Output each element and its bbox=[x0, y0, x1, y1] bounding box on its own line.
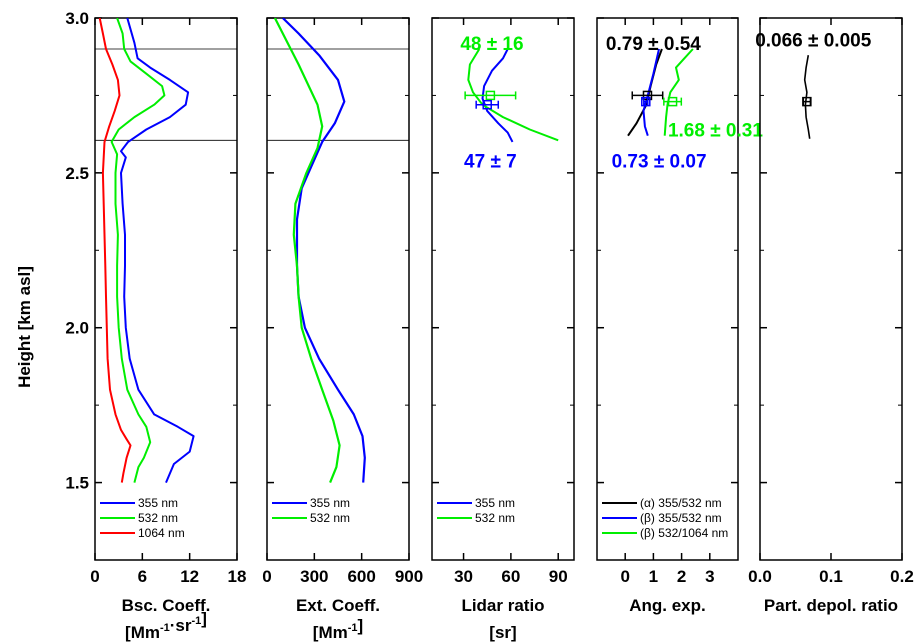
x-tick-label: 18 bbox=[228, 567, 247, 586]
series-line-bsc-2 bbox=[98, 18, 132, 483]
legend-label: 355 nm bbox=[475, 496, 515, 510]
plot-frame bbox=[596, 17, 739, 561]
legend-angexp: (α) 355/532 nm(β) 355/532 nm(β) 532/1064… bbox=[602, 496, 728, 540]
x-tick-label: 2 bbox=[677, 567, 686, 586]
panel-angexp: 0 1 2 3 Ang. exp. 0.79 ± 0.54 1.68 ± 0.31 0.73 … bbox=[596, 17, 763, 615]
y-tick-label: 1.5 bbox=[65, 474, 89, 493]
series-line-angexp-2 bbox=[663, 48, 694, 136]
series-line-angexp-1 bbox=[642, 48, 660, 136]
x-tick-label: 0 bbox=[262, 567, 271, 586]
x-tick-label: 300 bbox=[300, 567, 328, 586]
errorbar-marker bbox=[482, 99, 492, 110]
x-tick-label: 0.2 bbox=[890, 567, 914, 586]
legend-label: (β) 532/1064 nm bbox=[640, 526, 728, 540]
x-tick-label: 600 bbox=[347, 567, 375, 586]
legend-label: 532 nm bbox=[310, 511, 350, 525]
value-annotation: 0.79 ± 0.54 bbox=[606, 34, 701, 55]
x-axis-unit: [sr] bbox=[489, 623, 516, 642]
errorbar-marker bbox=[667, 96, 678, 107]
value-annotation: 47 ± 7 bbox=[464, 151, 517, 172]
plot-frame bbox=[759, 17, 903, 561]
value-annotation: 1.68 ± 0.31 bbox=[668, 120, 763, 141]
x-tick-label: 3 bbox=[705, 567, 714, 586]
value-annotation: 48 ± 16 bbox=[460, 34, 523, 55]
panel-depol: 0.0 0.1 0.2 Part. depol. ratio 0.066 ± 0.005 bbox=[748, 17, 914, 615]
errorbar-marker bbox=[802, 96, 812, 107]
x-axis-label: Bsc. Coeff. bbox=[122, 596, 211, 615]
x-axis-unit: [Mm-1] bbox=[313, 616, 363, 642]
errorbar bbox=[802, 96, 812, 107]
x-tick-label: 90 bbox=[549, 567, 568, 586]
legend-label: 532 nm bbox=[138, 511, 178, 525]
series-line-bsc-1 bbox=[110, 18, 166, 483]
y-axis-label: Height [km asl] bbox=[15, 266, 34, 388]
x-axis-unit: [Mm-1·sr-1] bbox=[125, 609, 207, 642]
series-line-ext-0 bbox=[282, 18, 366, 483]
series-line-ext-1 bbox=[273, 18, 341, 484]
x-axis-label: Lidar ratio bbox=[461, 596, 544, 615]
errorbar bbox=[663, 96, 683, 107]
x-tick-label: 0 bbox=[90, 567, 99, 586]
panels-group: 1.5 2.0 2.5 3.0 0 6 12 18 Bsc. Coeff.[Mm-1·sr-1]… bbox=[65, 9, 913, 642]
y-tick-label: 3.0 bbox=[65, 9, 89, 28]
value-annotation: 0.73 ± 0.07 bbox=[612, 151, 707, 172]
x-tick-label: 60 bbox=[501, 567, 520, 586]
plot-frame bbox=[94, 17, 238, 561]
series-line-depol-0 bbox=[803, 55, 811, 139]
errorbar-marker bbox=[485, 90, 496, 101]
legend-label: (β) 355/532 nm bbox=[640, 511, 722, 525]
series-line-lidar-1 bbox=[467, 48, 559, 142]
x-axis-label: Part. depol. ratio bbox=[764, 596, 898, 615]
value-annotation: 0.066 ± 0.005 bbox=[755, 31, 872, 52]
x-tick-label: 0 bbox=[620, 567, 629, 586]
plot-frame bbox=[431, 17, 575, 561]
errorbar bbox=[641, 96, 651, 107]
legend-label: 1064 nm bbox=[138, 526, 185, 540]
legend-label: 355 nm bbox=[310, 496, 350, 510]
panel-lidar: 30 60 90 Lidar ratio [sr] 48 ± 16 47 ± 7 355 nm… bbox=[431, 17, 575, 642]
x-axis-label: Ang. exp. bbox=[629, 596, 706, 615]
x-tick-label: 6 bbox=[138, 567, 147, 586]
x-tick-label: 12 bbox=[180, 567, 199, 586]
x-tick-label: 900 bbox=[395, 567, 423, 586]
legend-label: (α) 355/532 nm bbox=[640, 496, 722, 510]
x-tick-label: 30 bbox=[454, 567, 473, 586]
errorbar bbox=[464, 90, 517, 101]
x-tick-label: 0.0 bbox=[748, 567, 772, 586]
legend-label: 355 nm bbox=[138, 496, 178, 510]
errorbar-marker bbox=[641, 96, 651, 107]
y-tick-label: 2.5 bbox=[65, 164, 89, 183]
panel-bsc: 1.5 2.0 2.5 3.0 0 6 12 18 Bsc. Coeff.[Mm-1·sr-1]… bbox=[65, 9, 246, 642]
legend-label: 532 nm bbox=[475, 511, 515, 525]
series-line-bsc-0 bbox=[120, 18, 195, 483]
x-tick-label: 0.1 bbox=[819, 567, 843, 586]
plot-frame bbox=[266, 17, 410, 561]
x-tick-label: 1 bbox=[649, 567, 658, 586]
x-axis-label: Ext. Coeff. bbox=[296, 596, 380, 615]
y-tick-label: 2.0 bbox=[65, 319, 89, 338]
series-line-lidar-0 bbox=[481, 48, 514, 143]
errorbar bbox=[475, 99, 500, 110]
